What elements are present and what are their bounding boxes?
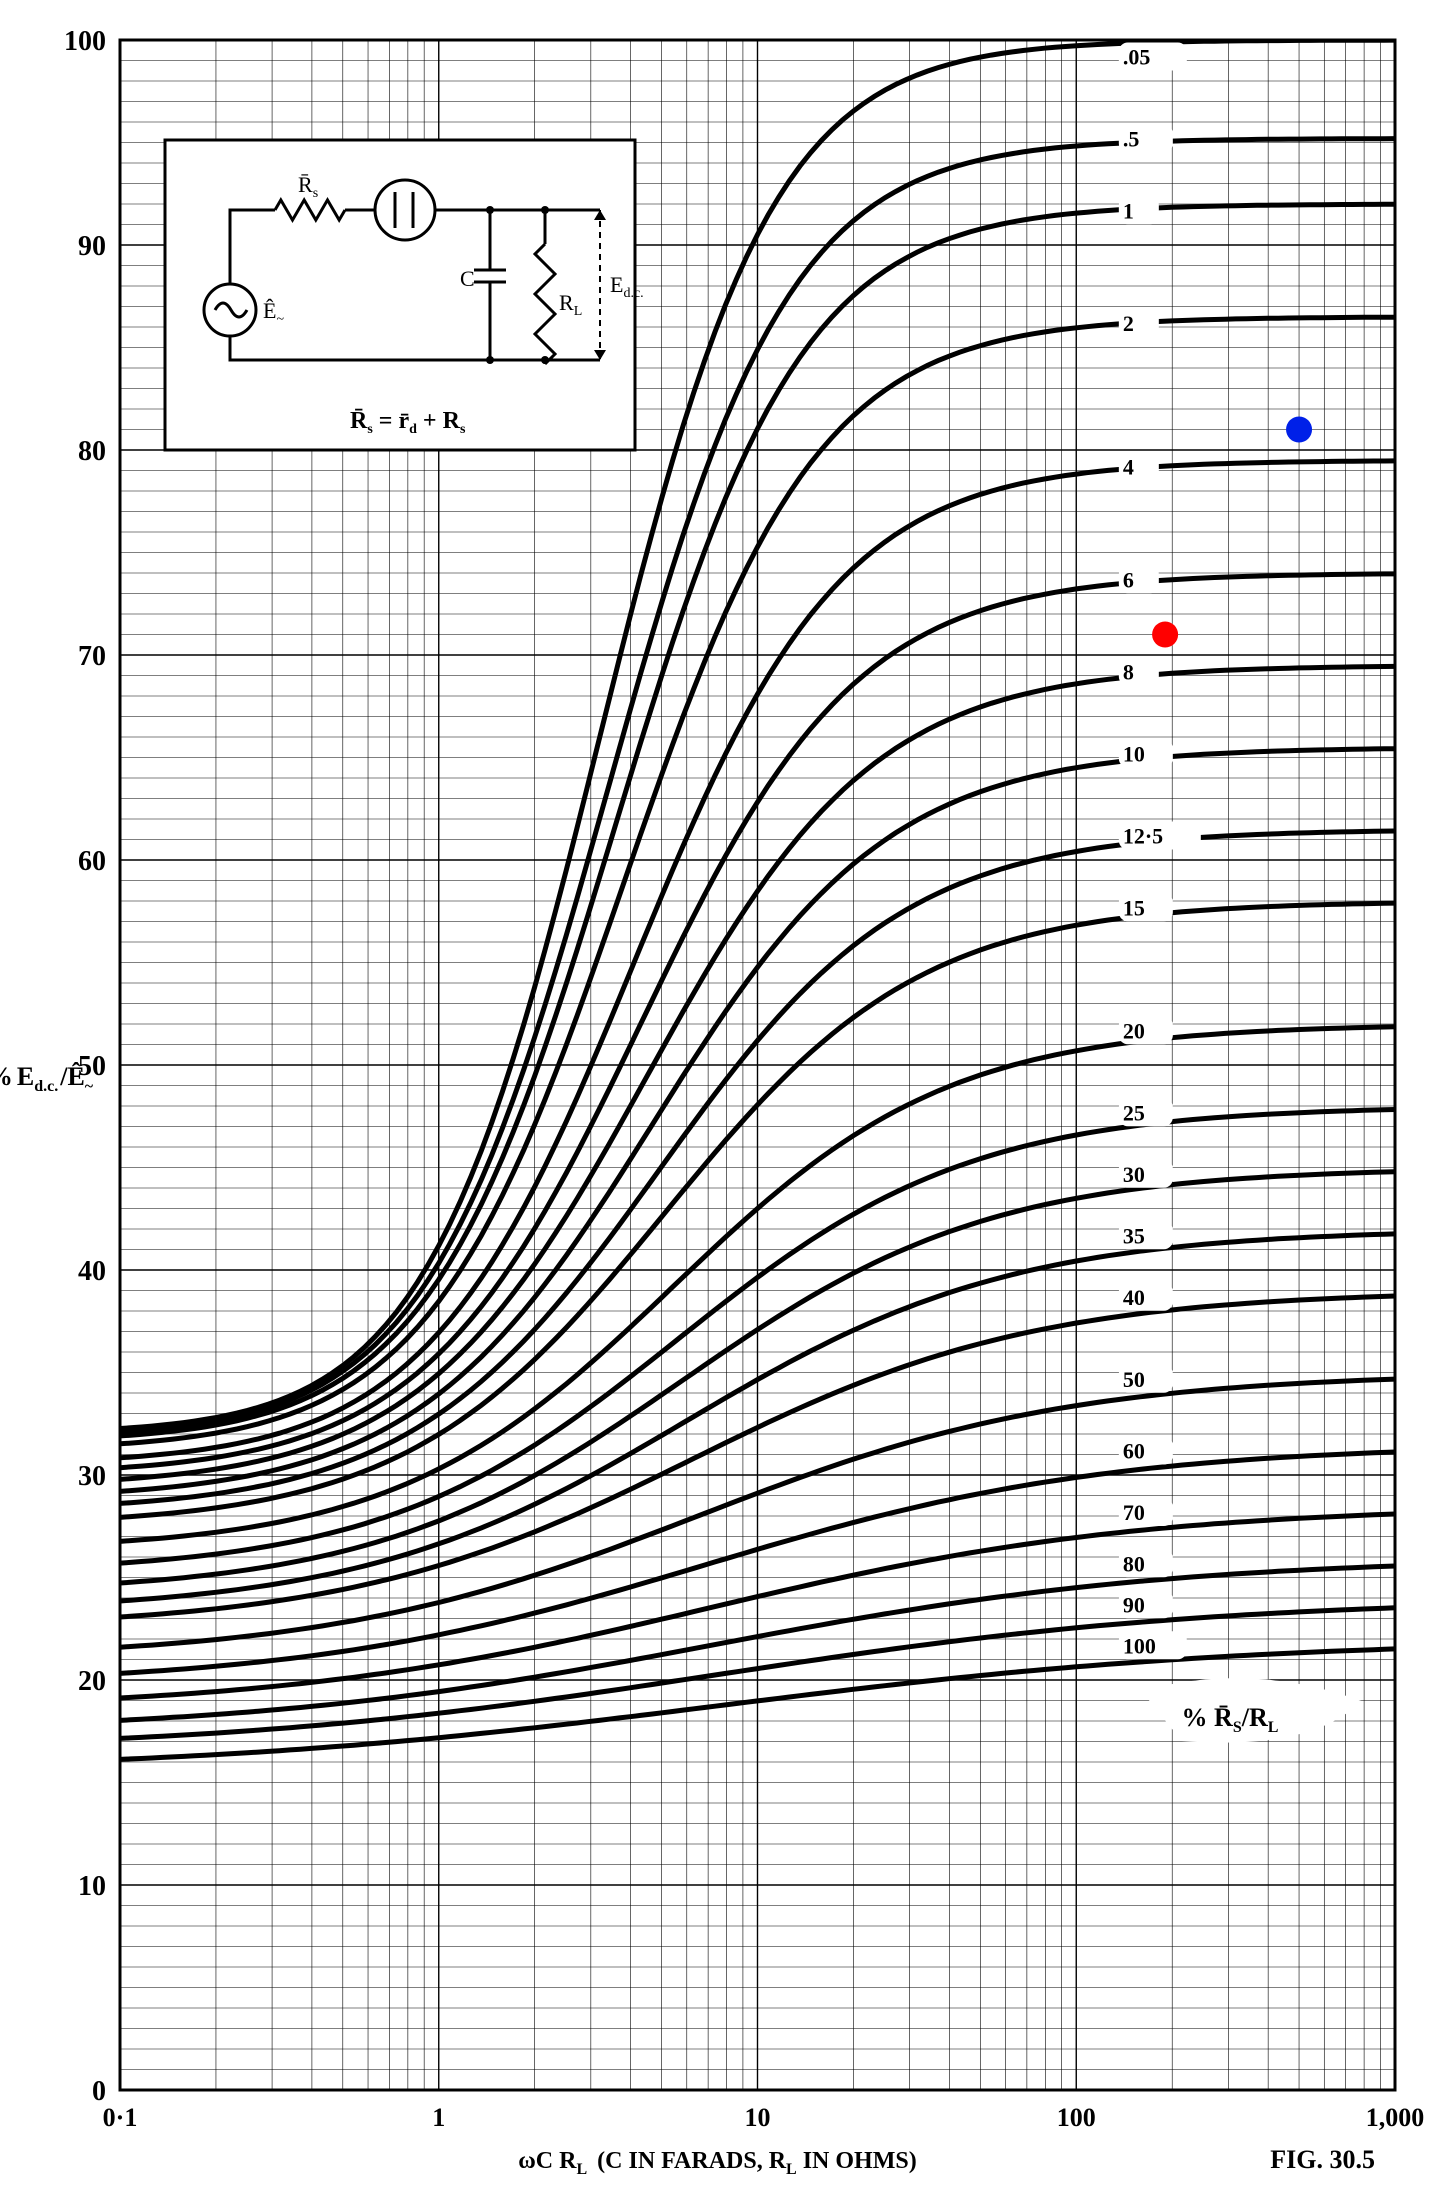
inset-circuit: Ê~R̄sCRLEd.c.R̄s = r̄d + Rs <box>165 140 644 450</box>
y-tick-label: 90 <box>78 231 106 262</box>
y-tick-label: 20 <box>78 1666 106 1697</box>
curve-label: 4 <box>1123 455 1134 480</box>
x-tick-label: 10 <box>745 2103 771 2132</box>
curve-label: 8 <box>1123 660 1134 685</box>
y-tick-label: 80 <box>78 436 106 467</box>
y-tick-label: 70 <box>78 641 106 672</box>
rectifier-design-chart: 01020304050607080901000·11101001,000%Ed.… <box>0 0 1431 2212</box>
curve-label: .05 <box>1123 45 1151 70</box>
y-tick-label: 100 <box>64 26 106 57</box>
red-marker <box>1152 622 1178 648</box>
curve-label: 20 <box>1123 1018 1145 1043</box>
y-tick-label: 30 <box>78 1461 106 1492</box>
curve-label: 90 <box>1123 1592 1145 1617</box>
curve-label: 60 <box>1123 1439 1145 1464</box>
curve-param-label: % R̄S/RL <box>1182 1703 1279 1736</box>
curve-label: 25 <box>1123 1100 1145 1125</box>
curve-label: 100 <box>1123 1633 1156 1658</box>
x-tick-label: 100 <box>1057 2103 1096 2132</box>
curve-label: 50 <box>1123 1367 1145 1392</box>
curve-label: 35 <box>1123 1223 1145 1248</box>
x-tick-label: 1,000 <box>1366 2103 1425 2132</box>
y-tick-label: 10 <box>78 1871 106 1902</box>
x-tick-label: 1 <box>432 2103 445 2132</box>
y-tick-label: 60 <box>78 846 106 877</box>
curve-label: 30 <box>1123 1162 1145 1187</box>
chart-container: 01020304050607080901000·11101001,000%Ed.… <box>0 0 1431 2212</box>
curve-label: 80 <box>1123 1551 1145 1576</box>
curve-label: 70 <box>1123 1500 1145 1525</box>
curve-label: 10 <box>1123 742 1145 767</box>
curve-label: 15 <box>1123 895 1145 920</box>
inset-label-C: C <box>460 266 475 291</box>
curve-label: 1 <box>1123 198 1134 223</box>
curve-label: .5 <box>1123 127 1140 152</box>
blue-marker <box>1286 417 1312 443</box>
curve-label: 40 <box>1123 1285 1145 1310</box>
curve-label: 6 <box>1123 567 1134 592</box>
curve-label: 2 <box>1123 311 1134 336</box>
x-tick-label: 0·1 <box>103 2103 138 2132</box>
curve-label: 12·5 <box>1123 824 1163 849</box>
figure-caption: FIG. 30.5 <box>1270 2145 1375 2174</box>
y-tick-label: 40 <box>78 1256 106 1287</box>
